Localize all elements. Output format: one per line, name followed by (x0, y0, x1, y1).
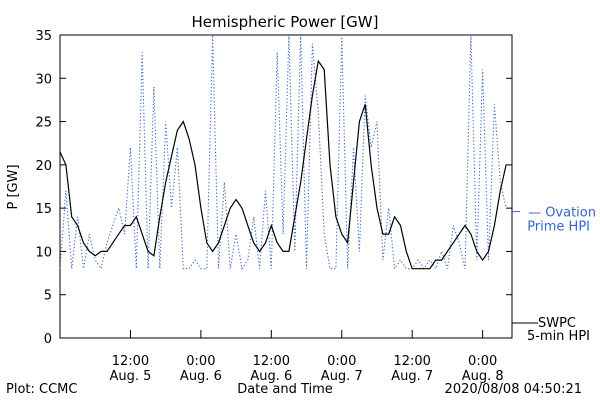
x-tick-date-label: Aug. 6 (180, 369, 222, 384)
x-tick-time-label: 0:00 (468, 354, 497, 369)
x-tick-date-label: Aug. 6 (250, 369, 292, 384)
x-tick-date-label: Aug. 7 (321, 369, 363, 384)
y-tick-label: 5 (44, 289, 52, 304)
x-tick-time-label: 12:00 (393, 354, 430, 369)
x-tick-time-label: 12:00 (112, 354, 149, 369)
x-tick-date-label: Aug. 5 (109, 369, 151, 384)
footer-right: 2020/08/08 04:50:21 (445, 382, 582, 397)
x-tick-time-label: 12:00 (253, 354, 290, 369)
x-tick-time-label: 0:00 (327, 354, 356, 369)
swpc-series-line (59, 59, 507, 270)
series-layer (59, 34, 507, 271)
ovation-legend-label: — Ovation (528, 206, 596, 221)
y-tick-label: 20 (35, 159, 52, 174)
y-axis-ticks: 0 5 10 15 20 25 30 35 (35, 29, 512, 347)
x-tick-date-label: Aug. 7 (391, 369, 433, 384)
ovation-legend-label: Prime HPI (527, 220, 590, 235)
y-tick-label: 25 (35, 116, 52, 131)
footer-left: Plot: CCMC (6, 382, 77, 397)
y-tick-label: 10 (35, 245, 52, 260)
y-tick-label: 35 (35, 29, 52, 44)
y-tick-label: 15 (35, 202, 52, 217)
x-tick-time-label: 0:00 (186, 354, 215, 369)
x-tick-date-label: Aug. 8 (462, 369, 504, 384)
x-axis-label: Date and Time (237, 382, 333, 397)
swpc-legend-label: 5-min HPI (527, 329, 590, 344)
swpc-legend-label: SWPC (538, 316, 576, 331)
y-tick-label: 30 (35, 72, 52, 87)
plot-frame (59, 34, 513, 339)
ovation-prime-series-line (59, 34, 507, 271)
chart-title: Hemispheric Power [GW] (192, 13, 379, 31)
y-tick-label: 0 (44, 332, 52, 347)
y-axis-label: P [GW] (6, 164, 21, 209)
